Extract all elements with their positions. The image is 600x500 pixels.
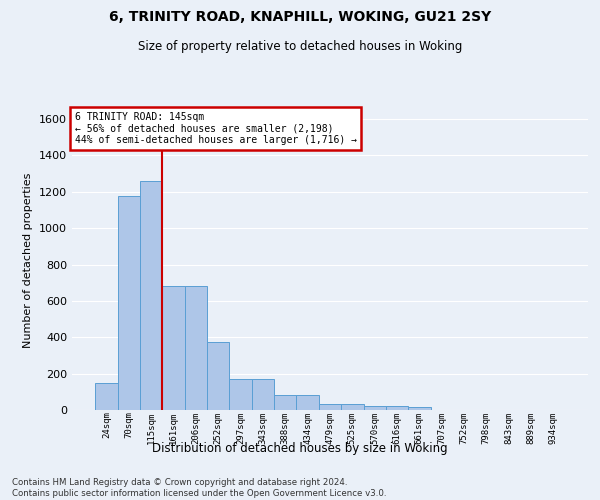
Text: Distribution of detached houses by size in Woking: Distribution of detached houses by size … xyxy=(152,442,448,455)
Bar xyxy=(229,379,252,410)
Bar xyxy=(185,286,207,410)
Bar xyxy=(296,396,319,410)
Y-axis label: Number of detached properties: Number of detached properties xyxy=(23,172,34,348)
Bar xyxy=(408,408,431,410)
Bar xyxy=(140,181,163,410)
Bar xyxy=(207,342,229,410)
Bar xyxy=(274,396,296,410)
Bar xyxy=(341,404,364,410)
Bar xyxy=(95,382,118,410)
Text: 6 TRINITY ROAD: 145sqm
← 56% of detached houses are smaller (2,198)
44% of semi-: 6 TRINITY ROAD: 145sqm ← 56% of detached… xyxy=(74,112,356,144)
Bar xyxy=(118,196,140,410)
Bar xyxy=(386,406,408,410)
Bar xyxy=(319,404,341,410)
Text: Contains HM Land Registry data © Crown copyright and database right 2024.
Contai: Contains HM Land Registry data © Crown c… xyxy=(12,478,386,498)
Text: 6, TRINITY ROAD, KNAPHILL, WOKING, GU21 2SY: 6, TRINITY ROAD, KNAPHILL, WOKING, GU21 … xyxy=(109,10,491,24)
Bar xyxy=(252,379,274,410)
Bar xyxy=(364,406,386,410)
Text: Size of property relative to detached houses in Woking: Size of property relative to detached ho… xyxy=(138,40,462,53)
Bar xyxy=(163,286,185,410)
